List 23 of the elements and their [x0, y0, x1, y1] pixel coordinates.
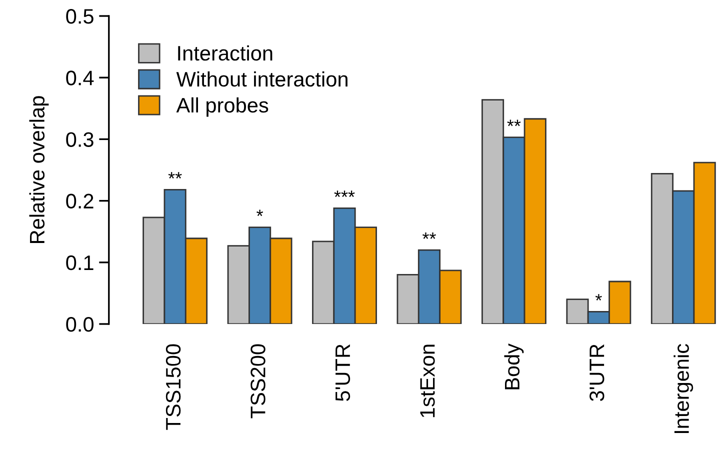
y-tick-label: 0.4: [66, 70, 94, 86]
y-tick-label: 0.3: [66, 132, 94, 147]
x-tick-label: 3'UTR: [590, 344, 604, 402]
annotation: **: [168, 172, 182, 178]
x-tick-label: TSS200: [250, 344, 266, 418]
annotation: *: [595, 294, 602, 300]
annotation: ***: [334, 190, 355, 197]
y-tick-label: 0.5: [66, 9, 94, 24]
legend-label: Without interaction: [176, 71, 348, 87]
y-axis-title: Relative overlap: [29, 96, 49, 243]
y-tick-label: 0.0: [66, 317, 94, 332]
y-tick-label: 0.2: [66, 194, 94, 209]
annotation: **: [422, 232, 436, 239]
y-tick-label: 0.1: [66, 255, 94, 270]
x-tick-label: 5'UTR: [336, 344, 350, 401]
x-tick-label: Body: [504, 343, 524, 390]
x-tick-label: TSS1500: [166, 344, 181, 430]
legend-label: Interaction: [178, 45, 272, 61]
legend-label: All probes: [176, 97, 268, 117]
annotation: *: [256, 210, 264, 216]
x-tick-label: Intergenic: [674, 344, 694, 434]
annotation: **: [507, 120, 521, 126]
x-tick-label: 1stExon: [420, 344, 435, 418]
